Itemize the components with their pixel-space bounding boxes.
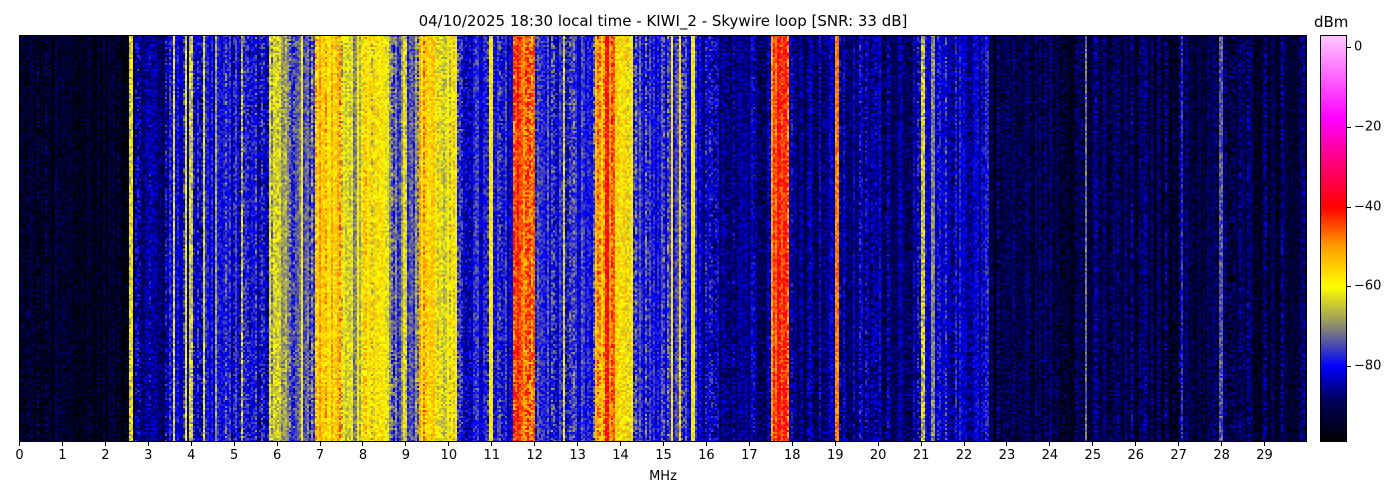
x-tick-label: 4 <box>187 448 196 463</box>
x-tick-mark <box>61 442 63 446</box>
x-tick-mark <box>791 442 793 446</box>
colorbar-tick-label: −20 <box>1354 119 1382 135</box>
x-tick-label: 1 <box>58 448 67 463</box>
x-axis-label: MHz <box>649 469 677 484</box>
colorbar-tick-mark <box>1347 46 1351 48</box>
colorbar-tick-label: −60 <box>1354 278 1382 294</box>
x-tick-mark <box>920 442 922 446</box>
x-tick-mark <box>620 442 622 446</box>
x-tick-label: 27 <box>1170 448 1187 463</box>
x-tick-mark <box>19 442 20 446</box>
x-tick-label: 19 <box>826 448 844 463</box>
waterfall-heatmap <box>19 35 1307 442</box>
x-tick-label: 25 <box>1084 448 1102 463</box>
x-tick-label: 5 <box>230 448 239 463</box>
x-tick-label: 26 <box>1127 448 1145 463</box>
x-tick-mark <box>104 442 106 446</box>
x-tick-mark <box>190 442 192 446</box>
x-tick-label: 14 <box>612 448 629 463</box>
x-tick-mark <box>1264 442 1266 446</box>
colorbar-tick-mark <box>1347 126 1351 128</box>
colorbar <box>1320 35 1347 442</box>
x-tick-label: 7 <box>315 448 325 463</box>
x-tick-label: 22 <box>955 448 973 463</box>
x-tick-mark <box>491 442 493 446</box>
x-tick-label: 0 <box>15 448 24 463</box>
x-tick-label: 24 <box>1041 448 1059 463</box>
x-tick-mark <box>362 442 364 446</box>
x-tick-label: 21 <box>912 448 930 463</box>
x-tick-label: 17 <box>741 448 758 463</box>
x-tick-mark <box>1221 442 1223 446</box>
colorbar-tick-mark <box>1347 206 1351 208</box>
colorbar-tick-label: −80 <box>1354 358 1382 374</box>
colorbar-tick-label: −40 <box>1354 199 1382 215</box>
x-tick-mark <box>1135 442 1137 446</box>
x-tick-mark <box>877 442 879 446</box>
x-tick-mark <box>405 442 407 446</box>
x-tick-mark <box>448 442 450 446</box>
x-tick-label: 9 <box>401 448 411 463</box>
x-tick-mark <box>834 442 836 446</box>
plot-frame <box>19 35 1307 442</box>
colorbar-tick-mark <box>1347 366 1351 368</box>
x-tick-mark <box>276 442 278 446</box>
x-tick-label: 3 <box>144 448 153 463</box>
x-tick-mark <box>963 442 965 446</box>
x-tick-label: 28 <box>1213 448 1230 463</box>
x-tick-mark <box>705 442 707 446</box>
x-tick-mark <box>233 442 235 446</box>
x-tick-label: 23 <box>998 448 1016 463</box>
x-tick-mark <box>748 442 750 446</box>
chart-title: 04/10/2025 18:30 local time - KIWI_2 - S… <box>418 12 908 30</box>
x-tick-label: 6 <box>272 448 282 463</box>
colorbar-tick-label: 0 <box>1354 39 1363 55</box>
x-tick-mark <box>534 442 536 446</box>
x-tick-label: 29 <box>1256 448 1273 463</box>
x-tick-label: 13 <box>569 448 586 463</box>
x-tick-mark <box>663 442 664 446</box>
colorbar-frame <box>1320 35 1347 442</box>
x-tick-label: 16 <box>698 448 715 463</box>
x-tick-mark <box>1178 442 1180 446</box>
x-tick-label: 20 <box>869 448 887 463</box>
colorbar-label: dBm <box>1314 13 1349 31</box>
x-tick-mark <box>319 442 321 446</box>
x-tick-mark <box>1092 442 1094 446</box>
x-tick-mark <box>577 442 579 446</box>
x-tick-label: 10 <box>440 448 458 463</box>
x-tick-label: 12 <box>526 448 543 463</box>
colorbar-tick-mark <box>1347 286 1351 288</box>
x-tick-mark <box>1049 442 1051 446</box>
x-tick-mark <box>1006 442 1008 446</box>
x-tick-mark <box>147 442 149 446</box>
x-tick-label: 11 <box>483 448 501 463</box>
x-tick-label: 18 <box>784 448 801 463</box>
x-tick-label: 8 <box>358 448 368 463</box>
x-tick-label: 15 <box>655 448 672 463</box>
x-tick-label: 2 <box>101 448 110 463</box>
